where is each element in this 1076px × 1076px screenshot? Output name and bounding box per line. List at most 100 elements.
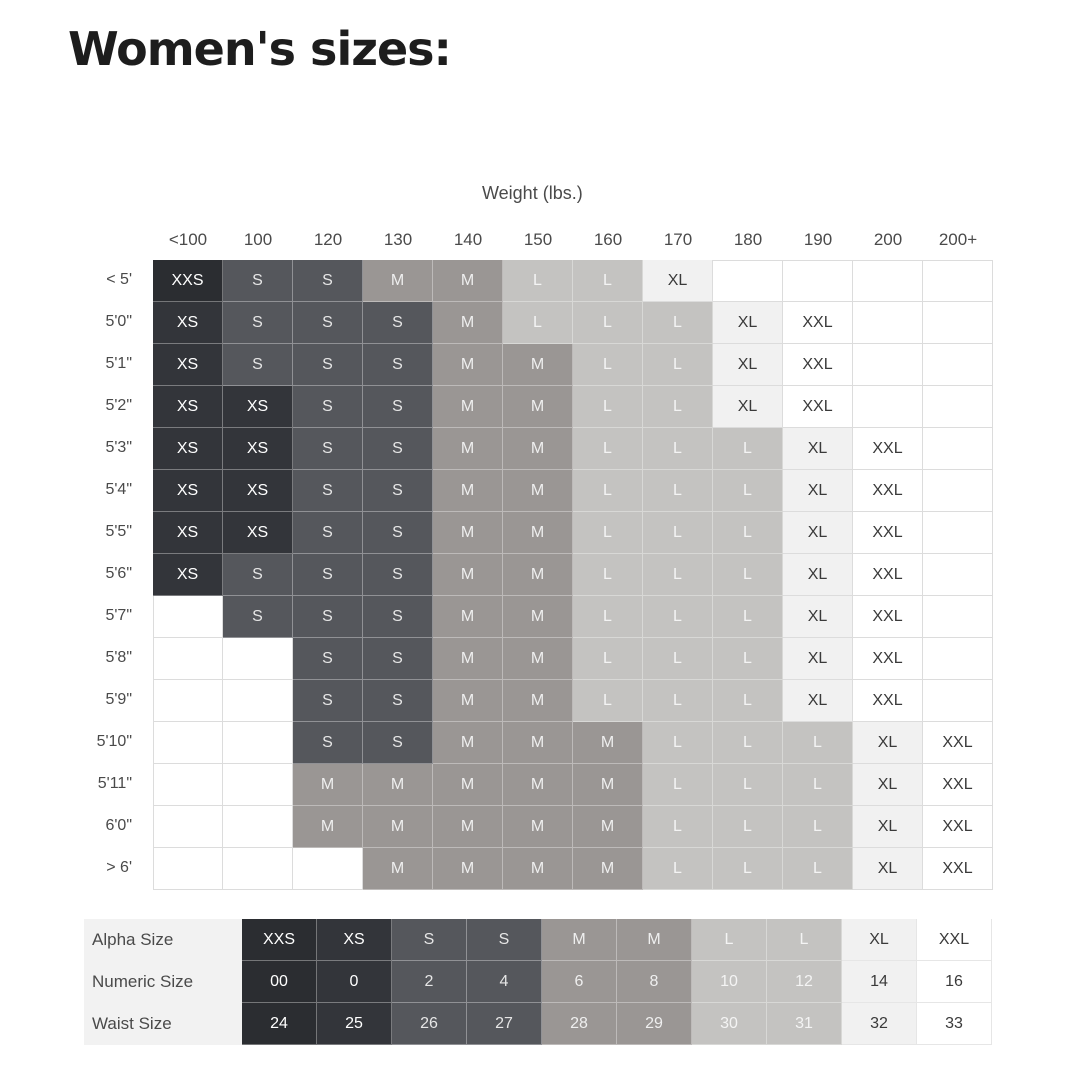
legend-cell: 16 xyxy=(917,961,992,1003)
height-label: 5'2" xyxy=(105,397,132,414)
size-cell: S xyxy=(223,260,293,302)
size-cell: M xyxy=(433,680,503,722)
size-cell: M xyxy=(433,512,503,554)
legend-cell: 26 xyxy=(392,1003,467,1045)
height-label: 5'7" xyxy=(105,607,132,624)
weight-header: 140 xyxy=(453,230,483,249)
size-cell xyxy=(153,764,223,806)
size-cell: L xyxy=(713,512,783,554)
size-cell: XXL xyxy=(853,512,923,554)
height-label: 5'8" xyxy=(105,649,132,666)
size-cell xyxy=(153,596,223,638)
size-cell: XL xyxy=(853,806,923,848)
size-cell: XS xyxy=(153,512,223,554)
size-cell xyxy=(223,848,293,890)
size-cell: M xyxy=(433,260,503,302)
size-cell: XXL xyxy=(783,386,853,428)
legend-cell: 29 xyxy=(617,1003,692,1045)
weight-header: 200+ xyxy=(938,230,978,249)
size-cell: M xyxy=(503,680,573,722)
height-label: 5'0" xyxy=(105,313,132,330)
size-cell: S xyxy=(223,344,293,386)
size-cell: L xyxy=(573,386,643,428)
legend-cell: S xyxy=(392,919,467,961)
height-label: < 5' xyxy=(106,271,132,288)
size-cell: L xyxy=(573,344,643,386)
size-cell: XXL xyxy=(923,764,993,806)
size-cell: M xyxy=(363,806,433,848)
weight-header: 160 xyxy=(593,230,623,249)
weight-axis-title-text: Weight (lbs.) xyxy=(482,183,583,203)
size-cell: XL xyxy=(853,764,923,806)
size-cell: M xyxy=(433,302,503,344)
size-cell: XXL xyxy=(923,722,993,764)
size-cell xyxy=(923,470,993,512)
size-cell: M xyxy=(573,848,643,890)
size-cell: M xyxy=(433,470,503,512)
size-cell: L xyxy=(643,806,713,848)
size-cell xyxy=(923,260,993,302)
legend-cell: 14 xyxy=(842,961,917,1003)
size-cell: XXL xyxy=(853,428,923,470)
size-cell: M xyxy=(433,806,503,848)
legend-cell: 33 xyxy=(917,1003,992,1045)
size-cell xyxy=(923,554,993,596)
size-cell: M xyxy=(363,848,433,890)
size-cell: L xyxy=(573,470,643,512)
size-cell: M xyxy=(293,764,363,806)
size-cell: L xyxy=(573,638,643,680)
weight-header: <100 xyxy=(168,230,208,249)
size-cell: S xyxy=(223,302,293,344)
size-cell: M xyxy=(503,554,573,596)
size-cell: M xyxy=(433,344,503,386)
weight-header: 120 xyxy=(313,230,343,249)
size-cell: S xyxy=(293,302,363,344)
size-cell: M xyxy=(363,764,433,806)
size-cell xyxy=(153,722,223,764)
size-cell: XXL xyxy=(783,302,853,344)
size-cell: L xyxy=(643,722,713,764)
size-cell: S xyxy=(363,386,433,428)
size-cell: L xyxy=(643,386,713,428)
size-cell: L xyxy=(503,260,573,302)
size-cell: S xyxy=(293,344,363,386)
size-cell: S xyxy=(223,596,293,638)
size-cell: L xyxy=(713,596,783,638)
size-cell: XS xyxy=(223,512,293,554)
size-cell: S xyxy=(293,512,363,554)
size-cell: L xyxy=(713,470,783,512)
legend-cell: L xyxy=(692,919,767,961)
size-cell: XL xyxy=(783,428,853,470)
size-cell: XXL xyxy=(923,806,993,848)
legend-cell: 00 xyxy=(242,961,317,1003)
size-cell xyxy=(923,428,993,470)
legend-row-label: Alpha Size xyxy=(84,919,242,961)
size-cell xyxy=(923,302,993,344)
size-cell: XXL xyxy=(853,596,923,638)
size-cell: XS xyxy=(153,344,223,386)
size-cell: M xyxy=(503,806,573,848)
size-cell: S xyxy=(293,428,363,470)
size-cell xyxy=(923,386,993,428)
size-cell xyxy=(853,302,923,344)
legend-cell: XXL xyxy=(917,919,992,961)
size-cell: L xyxy=(573,302,643,344)
size-cell: L xyxy=(643,848,713,890)
size-cell: XXL xyxy=(853,470,923,512)
size-cell: L xyxy=(643,764,713,806)
height-label: 5'4" xyxy=(105,481,132,498)
size-cell: XL xyxy=(713,386,783,428)
size-cell: L xyxy=(783,806,853,848)
size-cell: S xyxy=(363,302,433,344)
size-cell: M xyxy=(433,722,503,764)
size-cell: XXS xyxy=(153,260,223,302)
size-cell: L xyxy=(783,722,853,764)
legend-row-label: Numeric Size xyxy=(84,961,242,1003)
size-conversion-table: Alpha Size XXS XS S S M M L L XL XXL Numeric Size 00… xyxy=(84,919,992,1045)
weight-header: 100 xyxy=(243,230,273,249)
size-cell: L xyxy=(643,680,713,722)
size-cell: S xyxy=(293,722,363,764)
size-cell: M xyxy=(503,344,573,386)
size-cell: XL xyxy=(783,512,853,554)
size-cell: M xyxy=(573,722,643,764)
